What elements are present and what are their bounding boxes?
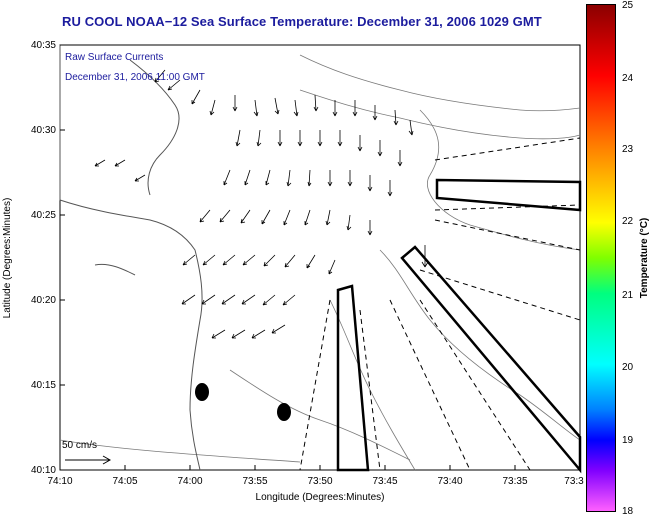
colorbar-tick-label: 23 xyxy=(622,144,634,155)
x-tick-label: 73:55 xyxy=(242,476,267,487)
x-tick-marks xyxy=(59,465,581,470)
y-tick-label: 40:35 xyxy=(31,40,56,51)
x-tick-label: 74:10 xyxy=(47,476,72,487)
x-tick-label: 74:00 xyxy=(177,476,202,487)
legend-line-2: December 31, 2006 11:00 GMT xyxy=(65,72,205,83)
y-axis-label: Latitude (Degrees:Minutes) xyxy=(2,198,13,319)
map-title: RU COOL NOAA−12 Sea Surface Temperature:… xyxy=(62,14,542,29)
colorbar-ticks: 25 24 23 22 21 20 19 18 xyxy=(622,0,634,517)
y-tick-label: 40:30 xyxy=(31,125,56,136)
radar-radials xyxy=(299,137,581,471)
colorbar-tick-label: 18 xyxy=(622,506,634,517)
colorbar-tick-label: 21 xyxy=(622,290,634,301)
x-tick-label: 73:45 xyxy=(372,476,397,487)
x-axis-label: Longitude (Degrees:Minutes) xyxy=(256,492,385,503)
colorbar-tick-label: 25 xyxy=(622,0,634,11)
x-tick-label: 73:40 xyxy=(437,476,462,487)
buoy-marker xyxy=(195,383,209,401)
colorbar-tick-label: 24 xyxy=(622,73,634,84)
colorbar-label: Temperature (°C) xyxy=(639,218,650,299)
y-tick-marks xyxy=(60,44,65,471)
temperature-colorbar xyxy=(586,4,616,512)
bathymetry-contours xyxy=(59,54,581,471)
x-tick-label: 73:3 xyxy=(564,476,584,487)
colorbar-tick-label: 19 xyxy=(622,435,634,446)
x-tick-label: 73:35 xyxy=(502,476,527,487)
y-tick-label: 40:25 xyxy=(31,210,56,221)
legend-line-1: Raw Surface Currents xyxy=(65,52,163,63)
shoreline xyxy=(59,45,203,471)
current-vectors xyxy=(94,69,429,339)
buoy-marker xyxy=(277,403,291,421)
y-tick-label: 40:20 xyxy=(31,295,56,306)
colorbar-tick-label: 20 xyxy=(622,362,634,373)
x-tick-label: 74:05 xyxy=(112,476,137,487)
y-tick-label: 40:10 xyxy=(31,465,56,476)
scale-arrow xyxy=(65,455,112,465)
scale-label: 50 cm/s xyxy=(62,440,97,451)
colorbar-tick-label: 22 xyxy=(622,216,634,227)
x-tick-label: 73:50 xyxy=(307,476,332,487)
survey-boxes xyxy=(336,178,582,474)
map-frame xyxy=(59,44,581,471)
y-tick-label: 40:15 xyxy=(31,380,56,391)
